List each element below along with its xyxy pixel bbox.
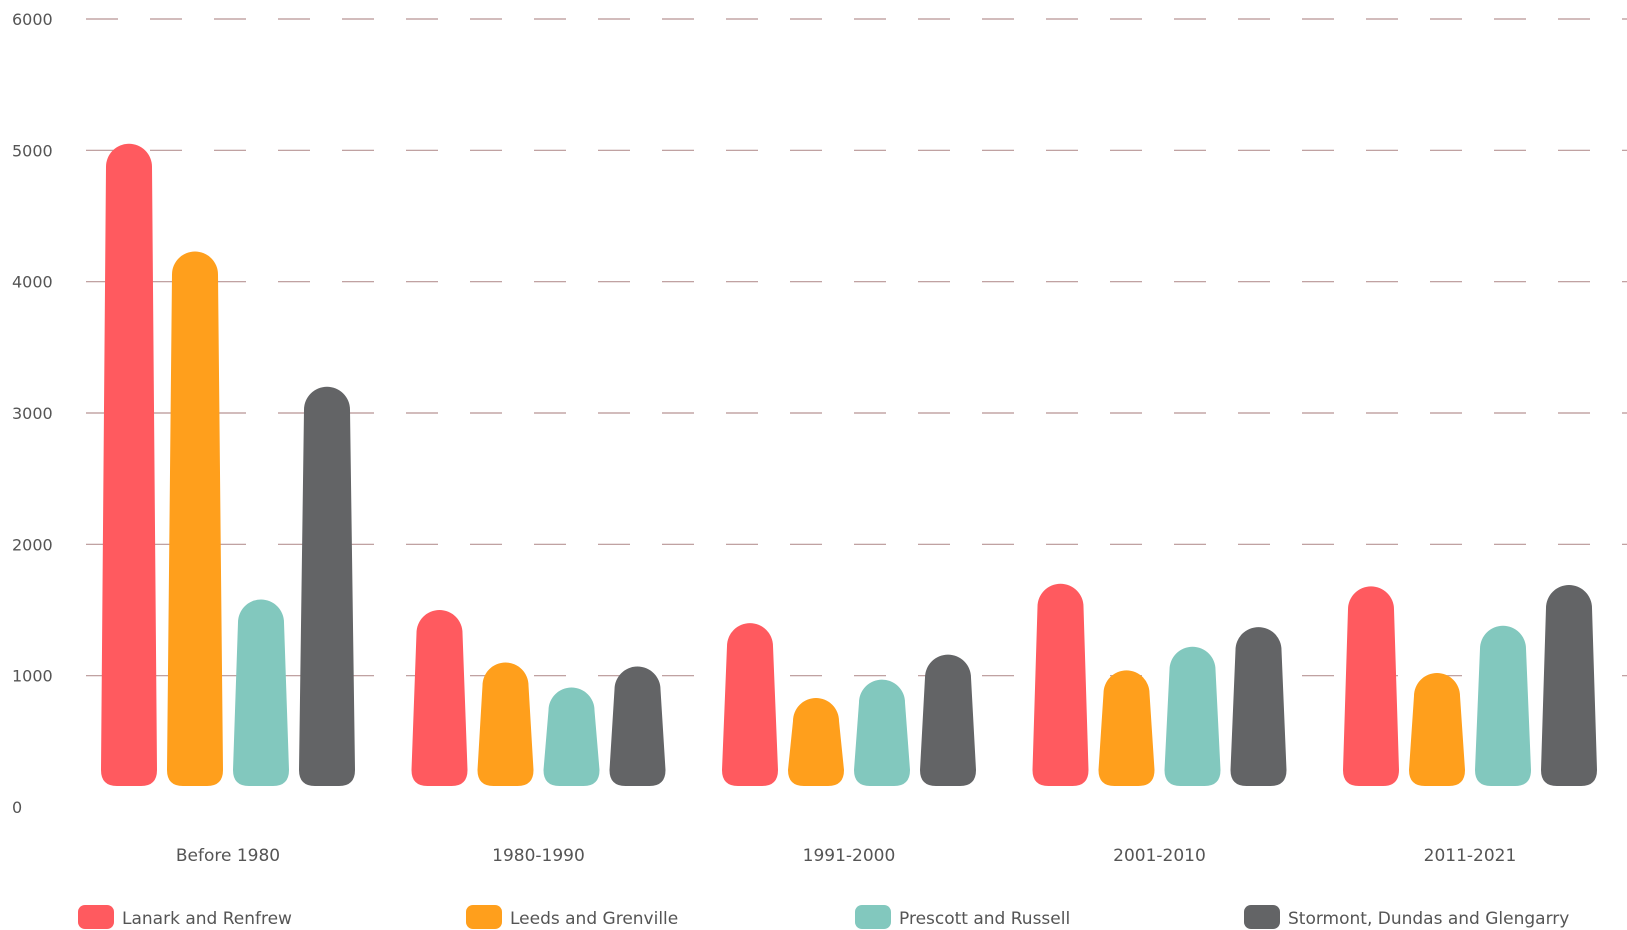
bar-1980-1990-series-4	[609, 666, 666, 786]
y-tick-label: 4000	[12, 273, 53, 292]
x-tick-label: Before 1980	[176, 846, 280, 866]
bar-2011-2021-series-1	[1343, 586, 1399, 786]
bar-1980-1990-series-3	[543, 687, 600, 786]
y-tick-label: 6000	[12, 10, 53, 29]
y-tick-label: 2000	[12, 535, 53, 554]
legend-label: Prescott and Russell	[899, 909, 1070, 929]
legend-swatch	[466, 905, 502, 929]
x-axis-labels: Before 1980 1980-1990 1991-2000 2001-2010 20…	[176, 846, 1516, 866]
bar-1991-2000-series-2	[788, 697, 844, 786]
x-tick-label: 1991-2000	[803, 846, 896, 866]
bar-1991-2000-series-4	[920, 654, 976, 786]
legend-swatch	[855, 905, 891, 929]
y-tick-label: 5000	[12, 141, 53, 160]
bar-2011-2021-series-3	[1475, 625, 1531, 786]
bar-2011-2021-series-4	[1541, 585, 1597, 786]
x-tick-label: 2011-2021	[1424, 846, 1517, 866]
bar-2001-2010-series-2	[1098, 670, 1155, 786]
bar-1991-2000-series-3	[854, 679, 910, 786]
bar-before-1980-series-1	[101, 143, 157, 786]
y-tick-label: 1000	[12, 667, 53, 686]
legend-label: Lanark and Renfrew	[122, 909, 292, 929]
legend-swatch	[78, 905, 114, 929]
bar-1980-1990-series-2	[477, 662, 534, 786]
legend-swatch	[1244, 905, 1280, 929]
y-axis-ticks: 0 1000 2000 3000 4000 5000 6000	[12, 10, 53, 817]
bars	[101, 143, 1597, 786]
legend-label: Leeds and Grenville	[510, 909, 678, 929]
legend: Lanark and Renfrew Leeds and Grenville Pre…	[78, 905, 1569, 929]
legend-label: Stormont, Dundas and Glengarry	[1288, 909, 1569, 929]
bar-2011-2021-series-2	[1409, 673, 1465, 786]
bar-2001-2010-series-1	[1032, 583, 1089, 786]
x-tick-label: 1980-1990	[492, 846, 585, 866]
x-tick-label: 2001-2010	[1113, 846, 1206, 866]
bar-2001-2010-series-3	[1164, 646, 1221, 786]
bar-2001-2010-series-4	[1230, 627, 1287, 786]
bar-before-1980-series-4	[299, 386, 355, 786]
bar-1980-1990-series-1	[411, 610, 468, 786]
bar-1991-2000-series-1	[722, 623, 778, 786]
y-tick-label: 3000	[12, 404, 53, 423]
bar-before-1980-series-3	[233, 599, 289, 786]
y-tick-label: 0	[12, 798, 22, 817]
bar-before-1980-series-2	[167, 251, 223, 786]
